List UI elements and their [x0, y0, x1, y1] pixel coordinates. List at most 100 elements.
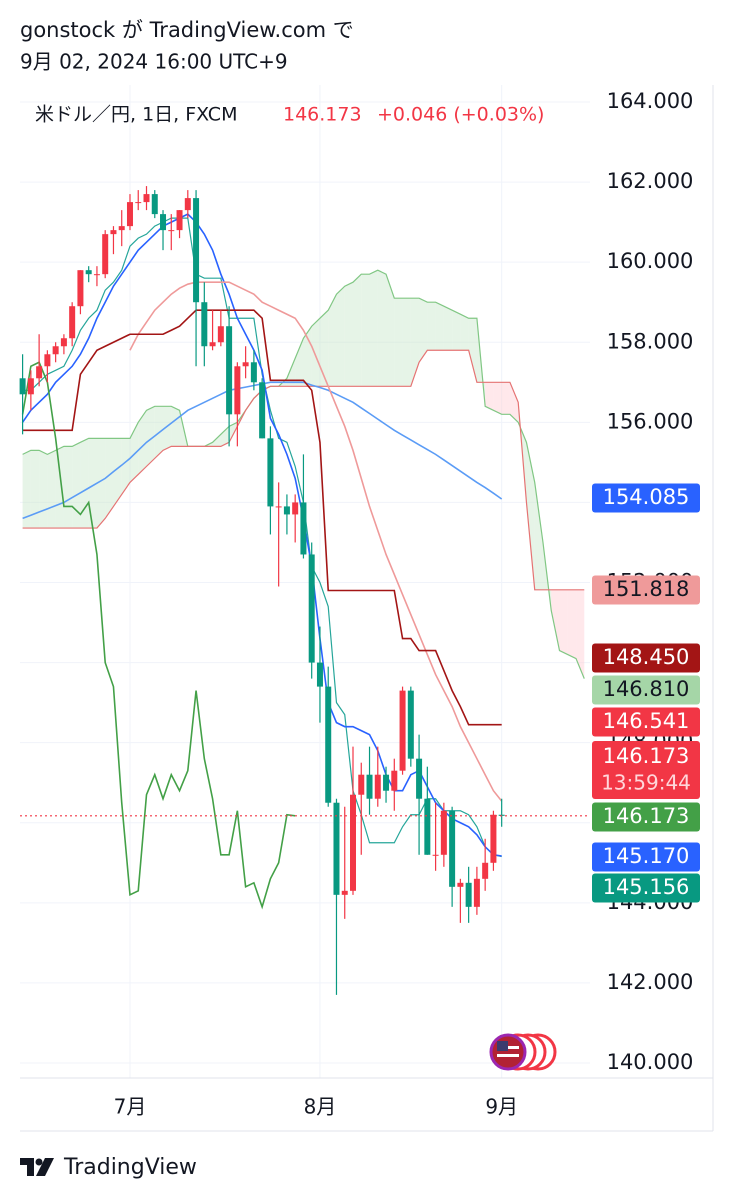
candle-body [36, 366, 43, 379]
candle-body [19, 378, 26, 395]
cloud-fill [22, 450, 31, 529]
candle-body [300, 502, 307, 555]
y-tick-label: 164.000 [607, 89, 694, 113]
cloud-fill [377, 270, 387, 387]
price-badge [592, 842, 700, 872]
cloud-fill [443, 306, 453, 351]
candle-body [482, 862, 489, 879]
candle-body [52, 346, 59, 355]
cloud-fill [336, 286, 345, 387]
candle-body [85, 270, 92, 275]
cloud-fill [551, 589, 560, 651]
candle-body [143, 194, 150, 203]
candle-body [201, 302, 208, 347]
price-badge-label: 145.170 [603, 844, 690, 868]
candle-body [118, 226, 125, 231]
cloud-fill [419, 298, 428, 363]
price-change: +0.046 (+0.03%) [377, 104, 544, 126]
candle-body [350, 794, 356, 891]
cloud-fill [394, 298, 403, 387]
cloud-fill [121, 438, 130, 495]
x-tick-label: 9月 [485, 1095, 518, 1119]
price-badge [592, 643, 700, 673]
candle-body [275, 506, 282, 508]
flag-stripe [497, 1054, 519, 1057]
candle-body [209, 342, 216, 347]
cloud-fill [39, 450, 48, 529]
cloud-fill [113, 438, 122, 507]
candle-body [341, 890, 348, 895]
candle-body [457, 882, 464, 887]
cloud-fill [163, 406, 172, 451]
candle-body [168, 230, 175, 232]
candle-body [234, 366, 241, 415]
y-tick-label: 160.000 [607, 249, 694, 273]
cloud-fill [410, 298, 420, 387]
indicator-line [22, 309, 502, 726]
cloud-fill [55, 446, 64, 529]
candle-body [440, 810, 447, 855]
candle-body [391, 770, 398, 791]
cloud-fill [72, 442, 81, 529]
cloud-fill [534, 482, 543, 590]
y-tick-label: 156.000 [607, 409, 694, 433]
y-tick-label: 158.000 [607, 329, 694, 353]
cloud-fill [435, 302, 444, 351]
candle-body [449, 810, 456, 887]
price-badge-label: 148.450 [603, 645, 690, 669]
candle-body [250, 362, 257, 383]
candle-body [77, 270, 84, 307]
candle-body [490, 814, 497, 863]
flag-stripe [508, 1046, 519, 1049]
candle-body [292, 502, 299, 515]
cloud-fill [386, 274, 395, 387]
event-flag [489, 1033, 527, 1071]
last-price: 146.173 [283, 104, 362, 126]
price-badge [592, 873, 700, 903]
candle-body [27, 378, 34, 395]
cloud-line [22, 349, 585, 591]
candle-body [432, 854, 439, 856]
cloud-fill [212, 434, 221, 447]
candle-body [160, 214, 167, 231]
price-badge [592, 802, 700, 832]
x-tick-label: 7月 [114, 1095, 147, 1119]
cloud-fill [88, 438, 97, 529]
x-tick-label: 8月 [304, 1095, 337, 1119]
candle-body [60, 338, 67, 347]
event-flags [489, 1033, 557, 1071]
candle-body [407, 690, 414, 759]
symbol-title: 米ドル／円, 1日, FXCM [35, 104, 237, 126]
candle-body [69, 306, 76, 339]
candle-body [465, 882, 472, 907]
candle-body [184, 198, 191, 211]
cloud-fill [295, 338, 304, 387]
price-badge-label: 146.173 [603, 744, 690, 768]
cloud-fill [105, 438, 114, 519]
candle-body [226, 326, 233, 415]
cloud-fill [369, 270, 378, 387]
cloud-fill [63, 446, 73, 529]
cloud-fill [576, 589, 585, 679]
plot-area: 140.000142.000144.000146.000148.000150.0… [19, 85, 700, 1078]
cloud-fill [129, 422, 139, 483]
cloud-fill [319, 310, 329, 387]
cloud-fill [146, 406, 155, 467]
candle-body [217, 326, 224, 343]
cloud-fill [427, 302, 436, 351]
price-badge-label: 145.156 [603, 875, 690, 899]
candle-body [374, 774, 381, 799]
candle-body [473, 878, 480, 907]
cloud-fill [344, 282, 353, 387]
cloud-fill [361, 274, 370, 387]
price-badge [592, 707, 700, 737]
logo-part [35, 1158, 43, 1166]
candle-body [333, 802, 340, 895]
price-badge-label: 154.085 [603, 485, 690, 509]
price-badge-countdown: 13:59:44 [601, 771, 691, 795]
candle-body [358, 774, 365, 795]
candle-body [283, 506, 290, 515]
price-badge-label: 146.541 [603, 709, 690, 733]
cloud-fill [96, 438, 106, 529]
